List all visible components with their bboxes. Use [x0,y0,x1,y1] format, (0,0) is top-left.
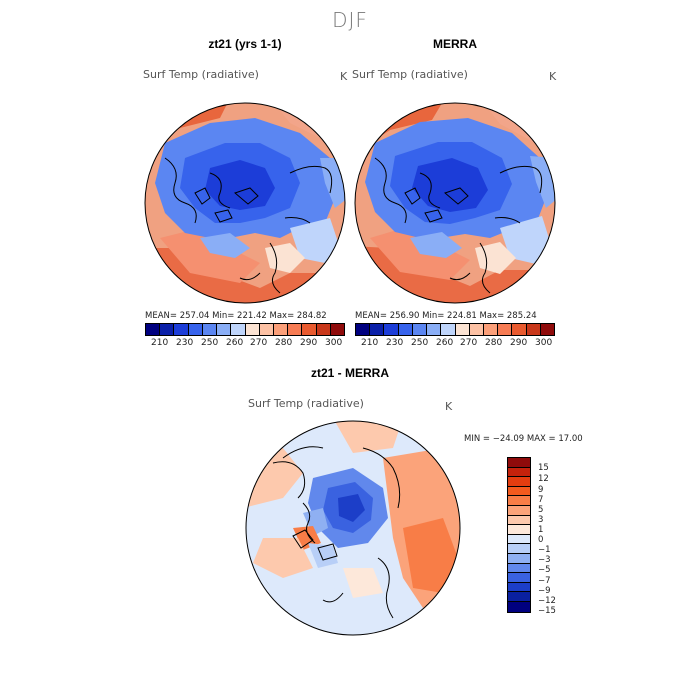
model-cbar-tick: 280 [275,338,293,348]
diff-polar-map [245,420,461,636]
obs-colorbar [355,323,555,336]
obs-stats: MEAN= 256.90 Min= 224.81 Max= 285.24 [355,311,537,321]
obs-cbar-tick: 280 [485,338,503,348]
obs-cbar-tick: 230 [386,338,404,348]
diff-cbar-tick: 1 [538,525,544,535]
diff-cbar-tick: 9 [538,485,544,495]
model-field-label: Surf Temp (radiative) [143,68,259,81]
model-cbar-tick: 250 [201,338,219,348]
diff-cbar-tick: −15 [538,606,556,616]
model-cbar-tick: 290 [300,338,318,348]
diff-cbar-tick: 5 [538,505,544,515]
diff-cbar-tick: −1 [538,545,551,555]
model-unit-label: K [340,70,348,83]
diff-cbar-tick: −9 [538,586,551,596]
model-cbar-tick: 230 [176,338,194,348]
diff-panel-title: zt21 - MERRA [310,366,389,380]
model-cbar-tick: 270 [250,338,268,348]
diff-unit-label: K [445,400,453,413]
season-title: DJF [332,8,368,32]
model-cbar-tick: 210 [151,338,169,348]
diff-cbar-tick: 3 [538,515,544,525]
diff-colorbar [507,457,531,613]
obs-cbar-tick: 300 [535,338,553,348]
diff-cbar-tick: 15 [538,463,549,473]
obs-field-label: Surf Temp (radiative) [352,68,468,81]
model-panel-title: zt21 (yrs 1-1) [208,37,282,51]
diff-cbar-tick: −3 [538,555,551,565]
obs-polar-map [354,102,556,304]
diff-cbar-tick: 12 [538,474,549,484]
obs-cbar-tick: 260 [436,338,454,348]
diff-stats: MIN = −24.09 MAX = 17.00 [464,434,583,444]
diff-field-label: Surf Temp (radiative) [248,397,364,410]
obs-cbar-tick: 210 [361,338,379,348]
model-colorbar-swatches [145,323,345,336]
diff-cbar-tick: 7 [538,495,544,505]
obs-cbar-tick: 250 [411,338,429,348]
obs-cbar-tick: 270 [460,338,478,348]
diff-cbar-tick: −5 [538,565,551,575]
obs-unit-label: K [549,70,557,83]
obs-panel-title: MERRA [433,37,477,51]
obs-colorbar-swatches [355,323,555,336]
model-stats: MEAN= 257.04 Min= 221.42 Max= 284.82 [145,311,327,321]
model-polar-map [144,102,346,304]
model-cbar-tick: 260 [226,338,244,348]
model-colorbar [145,323,345,336]
diff-cbar-tick: −12 [538,596,556,606]
model-cbar-tick: 300 [325,338,343,348]
diff-cbar-tick: 0 [538,535,544,545]
diff-cbar-tick: −7 [538,576,551,586]
obs-cbar-tick: 290 [510,338,528,348]
